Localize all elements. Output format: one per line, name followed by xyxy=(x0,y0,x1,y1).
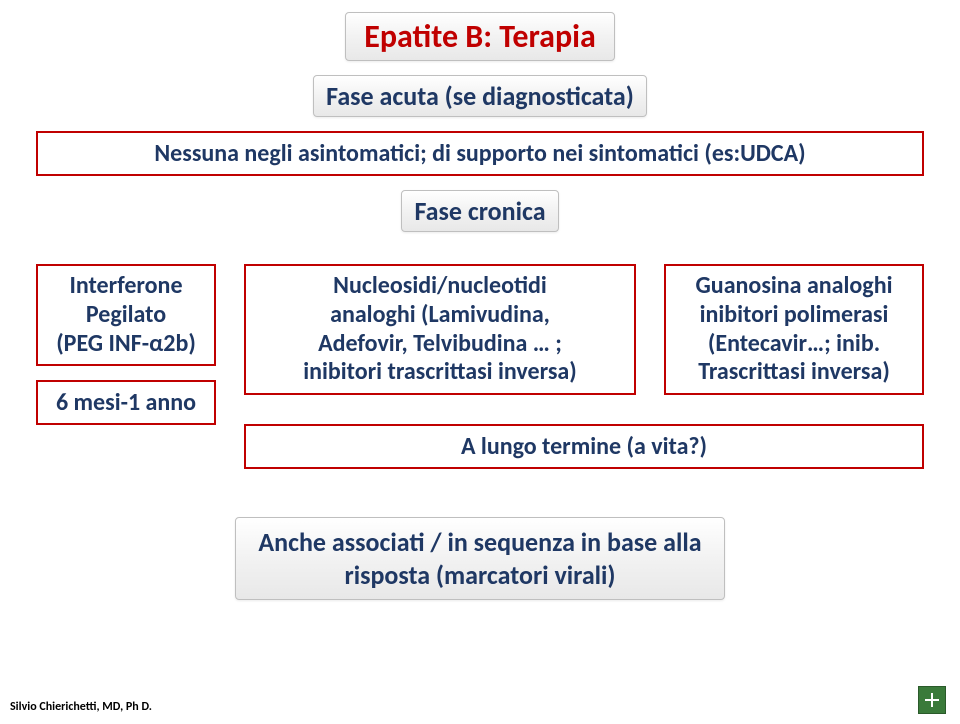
guanosine-line: Guanosina analoghi xyxy=(676,272,912,301)
acute-therapy-box: Nessuna negli asintomatici; di supporto … xyxy=(36,131,924,176)
nucleoside-line: analoghi (Lamivudina, xyxy=(256,301,624,330)
guanosine-line: Trascrittasi inversa) xyxy=(676,358,912,387)
guanosine-line: (Entecavir…; inib. xyxy=(676,330,912,359)
interferon-line: (PEG INF-α2b) xyxy=(48,330,204,359)
combination-note-box: Anche associati / in sequenza in base al… xyxy=(235,517,724,600)
logo-mark xyxy=(925,693,939,707)
org-logo-icon xyxy=(918,686,946,714)
nucleoside-line: Adefovir, Telvibudina … ; xyxy=(256,330,624,359)
combination-line: risposta (marcatori virali) xyxy=(258,559,701,592)
nucleoside-box: Nucleosidi/nucleotidi analoghi (Lamivudi… xyxy=(244,264,636,395)
phase-acute-heading: Fase acuta (se diagnosticata) xyxy=(313,75,647,117)
chronic-therapy-columns: Interferone Pegilato (PEG INF-α2b) 6 mes… xyxy=(36,264,924,425)
longterm-duration-box: A lungo termine (a vita?) xyxy=(244,424,924,469)
interferon-duration-box: 6 mesi-1 anno xyxy=(36,380,216,425)
phase-chronic-heading: Fase cronica xyxy=(401,190,558,232)
interferon-line: Interferone xyxy=(48,272,204,301)
combination-line: Anche associati / in sequenza in base al… xyxy=(258,526,701,559)
guanosine-box: Guanosina analoghi inibitori polimerasi … xyxy=(664,264,924,395)
nucleoside-line: Nucleosidi/nucleotidi xyxy=(256,272,624,301)
slide-title: Epatite B: Terapia xyxy=(345,12,615,61)
guanosine-line: inibitori polimerasi xyxy=(676,301,912,330)
nucleoside-line: inibitori trascrittasi inversa) xyxy=(256,358,624,387)
interferon-box: Interferone Pegilato (PEG INF-α2b) xyxy=(36,264,216,366)
interferon-line: Pegilato xyxy=(48,301,204,330)
